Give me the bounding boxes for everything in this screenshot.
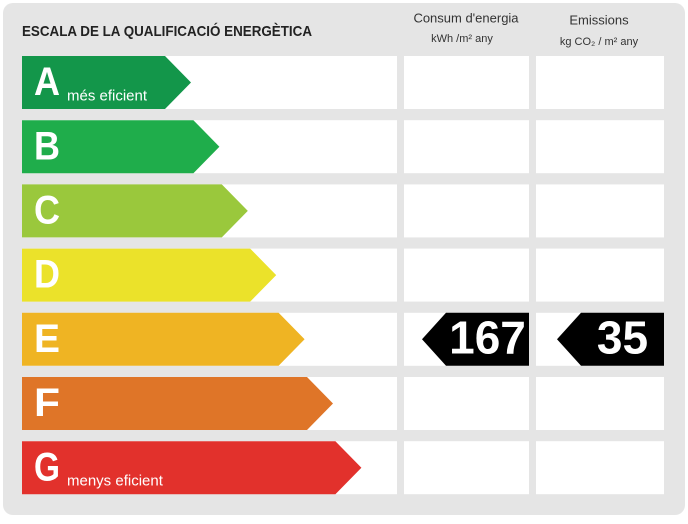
grade-letter: E (34, 317, 60, 361)
grade-letter: G (34, 445, 60, 489)
grade-arrow (22, 312, 305, 366)
grade-caption: menys eficient (67, 473, 164, 490)
column-unit: kg CO₂ / m² any (560, 36, 639, 48)
rating-value: 35 (597, 311, 648, 363)
value-cell (536, 248, 664, 302)
value-cell (404, 184, 529, 238)
value-cell (536, 377, 664, 430)
grade-caption: més eficient (67, 87, 148, 104)
value-cell (404, 120, 529, 174)
grade-arrow (22, 377, 333, 430)
value-cell (536, 120, 664, 174)
value-cell (536, 184, 664, 238)
rating-arrow (557, 312, 664, 366)
grade-arrow (22, 441, 362, 495)
value-cell (404, 56, 529, 109)
column-title: Consum d'energia (413, 10, 519, 25)
rating-arrow (422, 312, 529, 366)
grade-arrow (22, 184, 248, 238)
grade-arrow (22, 120, 220, 174)
grade-letter: D (34, 253, 60, 297)
grade-letter: B (34, 124, 60, 168)
grade-letter: F (34, 381, 60, 425)
column-title: Emissions (569, 12, 629, 27)
value-cell (404, 441, 529, 495)
grade-letter: C (34, 188, 60, 232)
grade-arrow (22, 248, 277, 302)
grade-letter: A (34, 60, 60, 104)
value-cell (404, 248, 529, 302)
value-cell (536, 441, 664, 495)
column-unit: kWh /m² any (431, 33, 493, 45)
value-cell (536, 56, 664, 109)
rating-value: 167 (449, 311, 526, 363)
value-cell (404, 377, 529, 430)
label-title: ESCALA DE LA QUALIFICACIÓ ENERGÈTICA (22, 22, 312, 40)
grade-arrow (22, 56, 191, 109)
